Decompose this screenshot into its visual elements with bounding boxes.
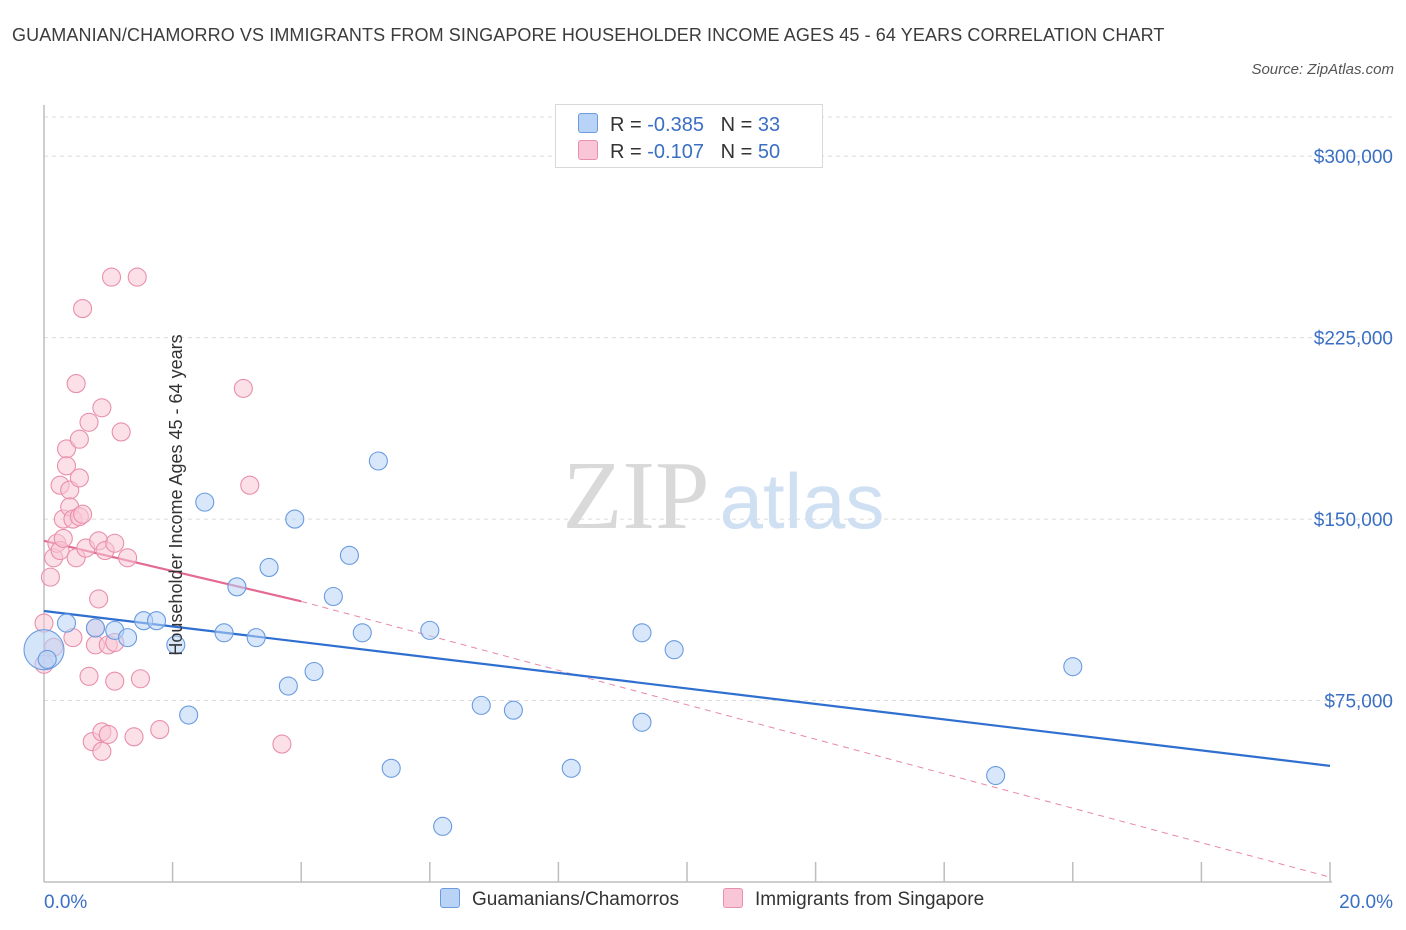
point-series2 [105, 533, 125, 553]
bottom-legend-label-series1: Guamanians/Chamorros [472, 889, 679, 910]
chart-source: Source: ZipAtlas.com [1251, 61, 1394, 78]
bottom-legend-series1: Guamanians/Chamorros [440, 888, 679, 911]
point-series2 [98, 724, 118, 744]
point-series1 [632, 623, 652, 643]
point-series1 [56, 613, 77, 633]
point-series1 [352, 623, 372, 643]
point-series2 [105, 671, 125, 691]
point-series2 [118, 548, 138, 568]
legend-row-series2: R = -0.107 N = 50 [578, 140, 780, 166]
point-series2 [111, 422, 131, 442]
data-points [23, 267, 1083, 836]
y-tick-label: $300,000 [1314, 147, 1393, 168]
point-series1 [118, 628, 138, 648]
point-series2 [92, 741, 112, 761]
point-series1 [214, 623, 234, 643]
point-series1 [986, 765, 1006, 786]
y-axis-label: Householder Income Ages 45 - 64 years [166, 334, 187, 656]
point-series2 [127, 267, 147, 287]
point-series2 [73, 299, 93, 319]
point-series1 [420, 620, 440, 640]
point-series1 [278, 676, 298, 696]
y-tick-label: $150,000 [1314, 510, 1393, 531]
y-tick-labels: $75,000 $150,000 $225,000 $300,000 [1314, 147, 1393, 712]
trend-line-series2-extension [301, 600, 1331, 878]
point-series1 [285, 509, 305, 529]
point-series1 [227, 577, 247, 597]
point-series1 [246, 628, 266, 648]
bottom-legend-label-series2: Immigrants from Singapore [755, 889, 985, 910]
point-series1 [433, 816, 453, 836]
point-series1 [146, 611, 167, 631]
point-series1 [503, 700, 523, 720]
point-series2 [56, 456, 77, 476]
watermark-zip: ZIP [563, 442, 710, 550]
point-series2 [130, 669, 150, 689]
point-series2 [101, 267, 122, 287]
point-series2 [272, 734, 292, 754]
point-series2 [79, 412, 99, 432]
point-series1 [632, 712, 652, 732]
legend-r-label: R = [610, 114, 642, 136]
point-series1 [166, 635, 186, 655]
legend-r-label: R = [610, 141, 642, 163]
point-series2 [89, 589, 109, 609]
legend-n-label: N = [720, 141, 753, 163]
watermark-atlas: atlas [720, 457, 885, 545]
point-series1 [664, 640, 684, 660]
point-series2 [233, 378, 253, 398]
point-series2 [53, 528, 73, 548]
point-series1 [381, 758, 401, 778]
point-series2 [240, 475, 260, 495]
point-series2 [92, 398, 112, 418]
point-series1 [323, 586, 343, 607]
watermark: ZIP atlas [563, 442, 885, 550]
legend-n-label: N = [720, 114, 753, 136]
point-series2 [150, 720, 170, 740]
point-series1 [471, 695, 491, 715]
point-series2 [69, 429, 89, 449]
point-series2 [124, 727, 144, 747]
legend-n-value: 50 [757, 141, 781, 163]
legend-swatch-series1 [578, 113, 598, 133]
bottom-legend-series2: Immigrants from Singapore [723, 888, 984, 911]
point-series2 [66, 374, 86, 394]
trend-line-series1 [43, 609, 1331, 767]
bottom-legend-swatch-series2 [723, 888, 743, 908]
point-series1 [179, 705, 199, 725]
point-series2 [69, 468, 89, 488]
point-series1 [561, 758, 581, 778]
legend: R = -0.385 N = 33 R = -0.107 N = 50 [555, 104, 823, 168]
point-series1 [37, 649, 57, 669]
legend-row-series1: R = -0.385 N = 33 [578, 113, 780, 139]
point-series1 [1063, 657, 1083, 677]
point-series1 [368, 451, 388, 471]
point-series2 [73, 504, 93, 524]
legend-swatch-series2 [578, 140, 598, 160]
point-series2 [79, 666, 99, 686]
point-series1 [259, 557, 279, 578]
legend-r-value: -0.107 [647, 141, 704, 163]
grid-lines [44, 116, 1392, 702]
chart-title: GUAMANIAN/CHAMORRO VS IMMIGRANTS FROM SI… [12, 25, 1165, 45]
point-series1 [195, 492, 215, 512]
x-tick-labels: 0.0% 20.0% [44, 892, 1393, 913]
point-series1 [85, 618, 105, 638]
legend-r-value: -0.385 [647, 114, 704, 136]
x-tick-label: 20.0% [1339, 892, 1393, 913]
point-series1 [304, 661, 324, 682]
point-series1 [339, 545, 359, 565]
y-tick-label: $75,000 [1324, 692, 1393, 713]
y-tick-label: $225,000 [1314, 329, 1393, 350]
axes [43, 105, 1332, 883]
point-series2 [40, 567, 60, 587]
bottom-legend-swatch-series1 [440, 888, 460, 908]
legend-n-value: 33 [757, 114, 781, 136]
x-tick-label: 0.0% [44, 892, 87, 913]
